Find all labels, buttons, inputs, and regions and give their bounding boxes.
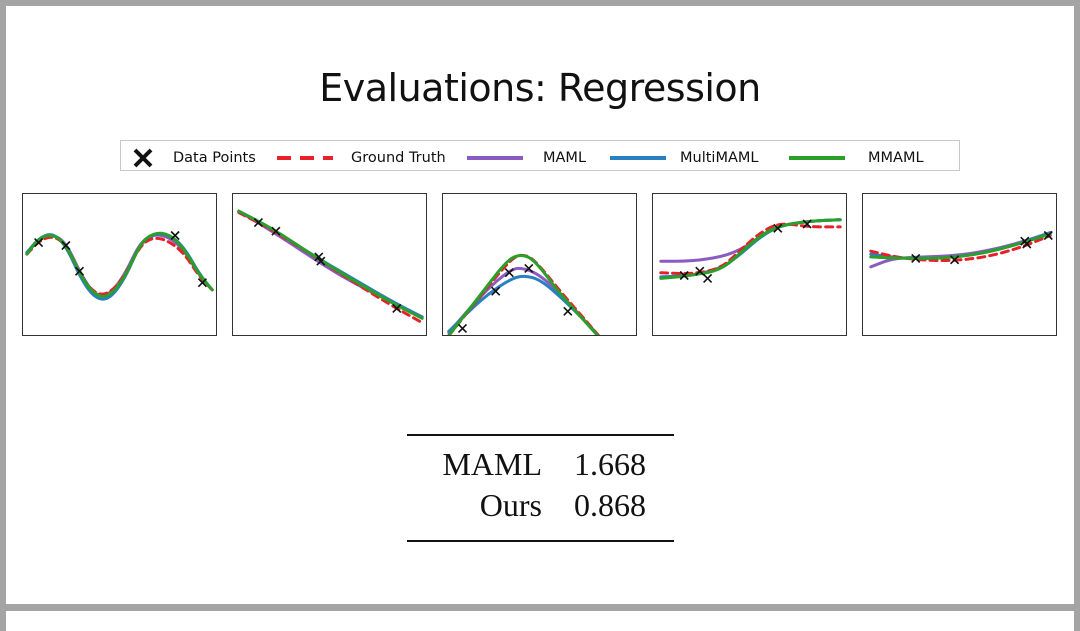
method-name: MAML — [442, 446, 542, 482]
series-line-maml — [869, 231, 1052, 269]
data-point-marker — [491, 286, 501, 296]
regression-plot-4 — [652, 193, 847, 336]
legend-label: MAML — [543, 150, 586, 166]
method-name: Ours — [479, 487, 542, 523]
series-line-maml — [447, 266, 600, 335]
data-point-marker — [773, 223, 783, 233]
series-line-mmaml — [447, 254, 600, 335]
regression-plot-1 — [22, 193, 217, 336]
data-point-marker — [253, 218, 263, 228]
legend-label: Ground Truth — [351, 150, 446, 166]
legend-item-multimaml: MultiMAML — [610, 150, 758, 166]
data-point-marker — [563, 306, 573, 316]
x-marker-icon — [133, 148, 153, 168]
data-point-marker — [950, 255, 960, 265]
legend-item-ground-truth: Ground Truth — [277, 150, 446, 166]
legend-label: MMAML — [868, 150, 924, 166]
legend-label: MultiMAML — [680, 150, 758, 166]
data-point-marker — [392, 303, 402, 313]
series-line-multimaml — [659, 218, 842, 279]
method-value: 1.668 — [574, 446, 646, 482]
data-point-marker — [170, 230, 180, 241]
legend-label: Data Points — [173, 150, 256, 166]
chart-legend: Data Points Ground Truth MAML MultiMAML … — [120, 140, 960, 171]
method-value: 0.868 — [574, 487, 646, 523]
slide-title: Evaluations: Regression — [319, 66, 761, 110]
series-line-ground-truth — [659, 222, 842, 276]
data-point-marker — [802, 219, 812, 229]
data-point-marker — [61, 240, 71, 251]
data-point-marker — [1022, 239, 1032, 249]
data-point-marker — [197, 278, 207, 288]
series-line-ground-truth — [447, 253, 600, 335]
series-line-mmaml — [25, 231, 214, 298]
results-row-ours: Ours 0.868 — [407, 487, 674, 527]
legend-item-mmaml: MMAML — [789, 150, 924, 166]
slide: Evaluations: Regression Data Points Grou… — [6, 6, 1074, 604]
legend-item-maml: MAML — [467, 150, 586, 166]
series-line-mmaml — [869, 232, 1052, 260]
data-point-marker — [504, 268, 514, 278]
data-point-marker — [34, 238, 44, 248]
data-point-marker — [271, 226, 281, 236]
regression-plot-3 — [442, 193, 637, 336]
data-point-marker — [703, 273, 713, 283]
results-table: MAML 1.668 Ours 0.868 — [407, 434, 674, 542]
legend-item-data-points: Data Points — [133, 148, 256, 168]
data-point-marker — [679, 270, 689, 281]
series-line-ground-truth — [869, 234, 1052, 262]
regression-plot-5 — [862, 193, 1057, 336]
regression-plot-2 — [232, 193, 427, 336]
next-slide-edge — [6, 611, 1074, 631]
data-point-marker — [695, 266, 705, 276]
series-line-multimaml — [25, 232, 214, 301]
data-point-marker — [911, 253, 921, 263]
data-point-marker — [74, 266, 85, 276]
data-point-marker — [1043, 230, 1053, 241]
series-line-mmaml — [659, 218, 842, 280]
data-point-marker — [316, 256, 326, 266]
results-row-maml: MAML 1.668 — [407, 446, 674, 486]
data-point-marker — [457, 323, 468, 333]
data-point-marker — [524, 263, 534, 273]
